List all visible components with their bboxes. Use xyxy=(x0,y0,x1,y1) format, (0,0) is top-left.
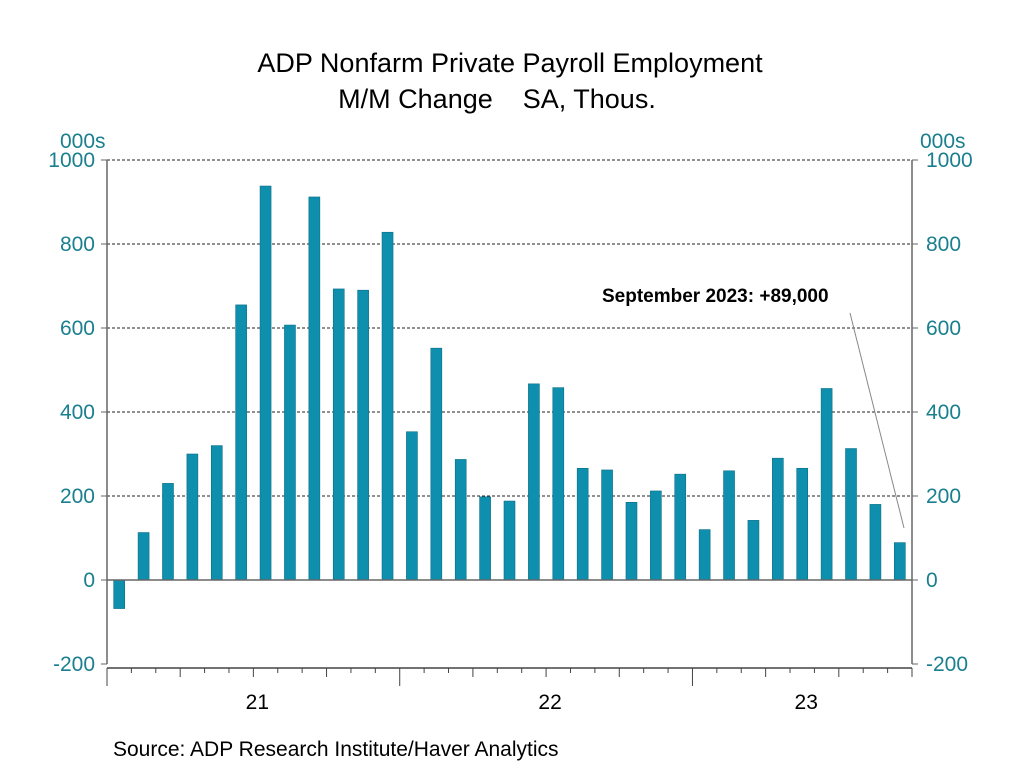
y-tick-label-left: 800 xyxy=(60,233,95,256)
bar xyxy=(113,579,125,609)
y-tick-label-left: 400 xyxy=(60,401,95,424)
bar xyxy=(235,304,247,581)
y-tick-label-left: 0 xyxy=(83,569,95,592)
y-axis-label-right: 000s xyxy=(920,130,966,153)
y-tick-label-left: -200 xyxy=(53,653,95,676)
bar xyxy=(186,453,199,581)
bar xyxy=(137,532,150,581)
bar xyxy=(747,520,760,581)
y-tick-label-right: 0 xyxy=(926,569,938,592)
x-tick-label: 22 xyxy=(538,691,561,714)
bar xyxy=(259,185,272,581)
source-note: Source: ADP Research Institute/Haver Ana… xyxy=(113,738,559,761)
bar xyxy=(674,473,687,581)
bar xyxy=(601,469,613,581)
bar xyxy=(381,231,394,581)
y-tick-label-right: 600 xyxy=(926,317,961,340)
y-tick-label-right: 200 xyxy=(926,485,961,508)
y-tick-label-right: 400 xyxy=(926,401,961,424)
bar xyxy=(162,483,174,581)
bar xyxy=(528,383,540,581)
y-tick-label-right: 800 xyxy=(926,233,961,256)
bar xyxy=(357,289,369,581)
y-tick-label-right: 1000 xyxy=(926,149,973,172)
bar xyxy=(894,542,906,581)
bar xyxy=(869,504,882,581)
bar xyxy=(845,448,857,581)
bar xyxy=(625,501,638,581)
bar xyxy=(576,467,589,581)
y-axis-label-left: 000s xyxy=(60,130,106,153)
bar xyxy=(210,445,223,581)
y-tick-label-left: 200 xyxy=(60,485,95,508)
bar xyxy=(503,500,516,581)
chart-title: ADP Nonfarm Private Payroll Employment xyxy=(257,48,763,78)
annotation-text: September 2023: +89,000 xyxy=(602,286,829,307)
bar xyxy=(454,459,467,581)
bar xyxy=(308,196,321,581)
bar xyxy=(406,431,418,581)
bar xyxy=(479,496,491,581)
bar xyxy=(284,324,296,581)
y-tick-label-right: -200 xyxy=(926,653,968,676)
bar xyxy=(723,470,735,581)
x-tick-label: 23 xyxy=(795,691,818,714)
bar xyxy=(796,467,809,581)
bar xyxy=(552,387,565,581)
annotation-leader-line xyxy=(849,312,905,529)
chart-subtitle: M/M Change SA, Thous. xyxy=(338,84,656,114)
bar xyxy=(650,490,662,581)
x-tick-label: 21 xyxy=(246,691,269,714)
bar xyxy=(698,529,711,581)
y-tick-label-left: 600 xyxy=(60,317,95,340)
bar xyxy=(430,347,443,581)
y-tick-label-left: 1000 xyxy=(48,149,95,172)
bar xyxy=(332,288,345,581)
bar xyxy=(772,457,784,581)
bar xyxy=(820,388,833,581)
